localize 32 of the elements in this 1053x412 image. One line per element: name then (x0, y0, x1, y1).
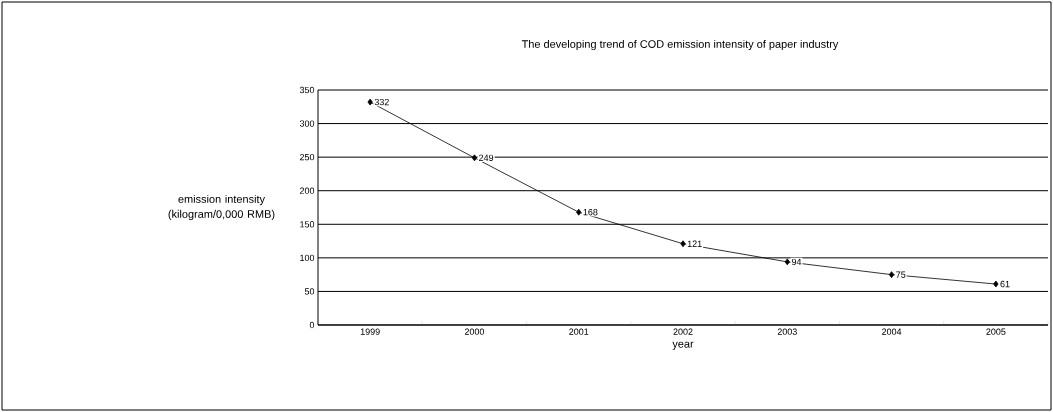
x-tick-label: 2005 (986, 328, 1006, 335)
point (471, 154, 478, 162)
y-tick-label: 100 (300, 254, 315, 262)
x-tick-label: 2002 (673, 328, 693, 335)
point (888, 271, 895, 279)
data-label: 75 (896, 271, 906, 278)
y-axis-title: emission intensity (kilogram/0,000 RMB) (168, 194, 275, 221)
data-label: 168 (583, 209, 598, 216)
x-tick-label: 2003 (777, 328, 797, 335)
data-label: 249 (479, 154, 494, 161)
point (680, 240, 686, 248)
data-label: 94 (791, 258, 802, 266)
y-tick-label: 50 (304, 288, 315, 295)
y-tick-label: 150 (300, 221, 315, 228)
x-tick-label: 2001 (569, 328, 589, 335)
y-tick-label: 300 (299, 120, 315, 127)
y-tick-label: 0 (309, 321, 315, 329)
chart-title: The developing trend of COD emission intensity of paper industry (521, 39, 839, 51)
x-tick-label: 2004 (882, 328, 902, 335)
point (784, 258, 790, 266)
y-tick-label: 250 (299, 153, 315, 161)
point (576, 208, 582, 216)
data-label: 121 (687, 240, 702, 247)
point (993, 280, 999, 288)
y-tick-label: 200 (299, 187, 315, 194)
y-tick-label: 350 (299, 86, 315, 94)
x-axis-title: year (672, 341, 694, 350)
x-tick-label: 2000 (464, 328, 485, 335)
point (367, 98, 373, 106)
x-tick-label: 1999 (360, 328, 380, 335)
data-label: 61 (1000, 280, 1010, 288)
data-label: 332 (374, 98, 389, 106)
